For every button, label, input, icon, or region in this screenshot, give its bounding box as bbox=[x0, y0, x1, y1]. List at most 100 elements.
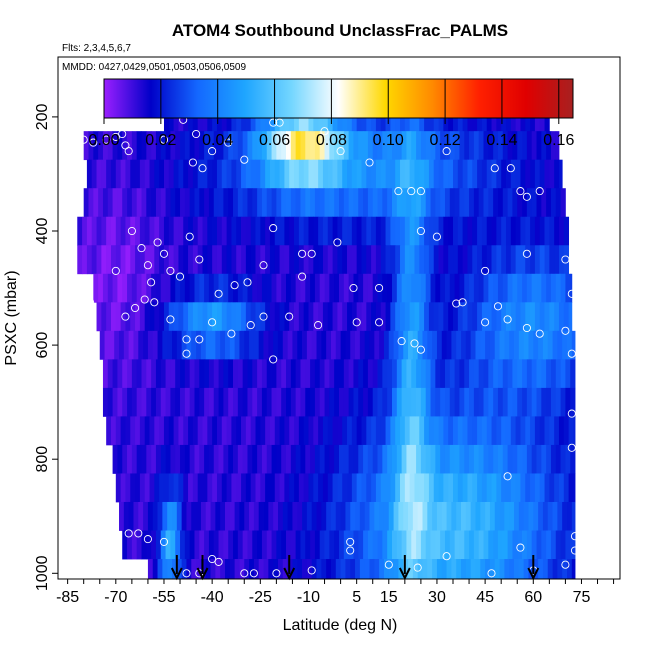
heatmap-cell bbox=[510, 473, 517, 503]
heatmap-cell bbox=[297, 559, 303, 579]
heatmap-cell bbox=[286, 131, 292, 161]
heatmap-cell bbox=[420, 387, 427, 417]
heatmap-cell bbox=[538, 501, 544, 531]
heatmap-cell bbox=[375, 416, 382, 446]
heatmap-cell bbox=[141, 359, 147, 389]
heatmap-cell bbox=[507, 273, 513, 303]
heatmap-cell bbox=[289, 159, 295, 189]
heatmap-cell bbox=[422, 330, 428, 360]
heatmap-cell bbox=[318, 216, 324, 246]
heatmap-cell bbox=[380, 159, 386, 189]
heatmap-cell bbox=[303, 216, 309, 246]
heatmap-cell bbox=[416, 530, 422, 560]
heatmap-cell bbox=[191, 501, 197, 531]
heatmap-cell bbox=[345, 559, 351, 579]
heatmap-cell bbox=[531, 273, 537, 303]
heatmap-cell bbox=[144, 302, 150, 332]
x-axis-label: Latitude (deg N) bbox=[283, 617, 398, 634]
heatmap-cell bbox=[440, 444, 446, 474]
heatmap-cell bbox=[160, 530, 166, 560]
heatmap-cell bbox=[367, 131, 374, 161]
sample-point bbox=[298, 249, 307, 258]
heatmap-cell bbox=[567, 559, 573, 579]
heatmap-cell bbox=[339, 444, 345, 474]
heatmap-cell bbox=[308, 302, 314, 332]
heatmap-cell bbox=[507, 131, 513, 161]
heatmap-cell bbox=[122, 273, 128, 303]
heatmap-cell bbox=[371, 416, 377, 446]
heatmap-cell bbox=[379, 559, 385, 579]
heatmap-cell bbox=[277, 559, 284, 579]
sample-point bbox=[561, 121, 570, 130]
heatmap-cell bbox=[372, 131, 378, 161]
heatmap-cell bbox=[303, 159, 309, 189]
heatmap-cell bbox=[420, 444, 427, 474]
heatmap-cell bbox=[395, 473, 401, 503]
heatmap-cell bbox=[286, 359, 292, 389]
heatmap-cell bbox=[180, 273, 186, 303]
heatmap-cell bbox=[531, 359, 537, 389]
heatmap-cell bbox=[294, 302, 300, 332]
heatmap-cell bbox=[478, 188, 484, 218]
heatmap-cell bbox=[318, 302, 324, 332]
heatmap-cell bbox=[554, 216, 560, 246]
heatmap-cell bbox=[358, 387, 364, 417]
heatmap-cell bbox=[269, 216, 276, 246]
heatmap-cell bbox=[163, 245, 170, 275]
sample-point bbox=[198, 164, 207, 173]
sample-point bbox=[346, 537, 355, 546]
heatmap-cell bbox=[290, 188, 297, 218]
heatmap-cell bbox=[505, 159, 512, 189]
heatmap-cell bbox=[485, 330, 491, 360]
heatmap-cell bbox=[163, 473, 170, 503]
heatmap-cell bbox=[443, 245, 449, 275]
heatmap-cell bbox=[477, 216, 483, 246]
heatmap-cell bbox=[558, 159, 563, 189]
heatmap-cell bbox=[419, 416, 425, 446]
heatmap-cell bbox=[107, 188, 113, 218]
heatmap-cell bbox=[366, 302, 372, 332]
heatmap-cell bbox=[279, 473, 285, 503]
heatmap-cell bbox=[377, 359, 383, 389]
heatmap-cell bbox=[221, 245, 227, 275]
heatmap-cell bbox=[147, 559, 154, 579]
heatmap-cell bbox=[253, 501, 260, 531]
heatmap-cell bbox=[375, 302, 382, 332]
heatmap-cell bbox=[281, 273, 287, 303]
heatmap-cell bbox=[343, 131, 350, 161]
heatmap-cell bbox=[486, 245, 492, 275]
heatmap-cell bbox=[347, 473, 353, 503]
heatmap-cell bbox=[470, 559, 476, 579]
sample-point bbox=[182, 349, 191, 358]
heatmap-cell bbox=[348, 444, 354, 474]
heatmap-cell bbox=[473, 444, 480, 474]
heatmap-cell bbox=[226, 216, 232, 246]
heatmap-cell bbox=[102, 273, 109, 303]
heatmap-cell bbox=[335, 501, 342, 531]
heatmap-cell bbox=[568, 416, 574, 446]
heatmap-cell bbox=[218, 273, 224, 303]
heatmap-cell bbox=[425, 188, 431, 218]
heatmap-cell bbox=[141, 530, 147, 560]
heatmap-cell bbox=[541, 530, 547, 560]
heatmap-cell bbox=[449, 359, 456, 389]
heatmap-cell bbox=[149, 216, 155, 246]
heatmap-cell bbox=[385, 416, 391, 446]
heatmap-cell bbox=[170, 188, 176, 218]
heatmap-cell bbox=[221, 216, 227, 246]
heatmap-cell bbox=[207, 216, 213, 246]
heatmap-cell bbox=[355, 330, 361, 360]
heatmap-cell bbox=[549, 302, 555, 332]
heatmap-cell bbox=[191, 330, 197, 360]
heatmap-cell bbox=[411, 273, 417, 303]
heatmap-cell bbox=[160, 387, 166, 417]
heatmap-cell bbox=[462, 216, 468, 246]
heatmap-cell bbox=[518, 559, 525, 579]
heatmap-cell bbox=[226, 416, 232, 446]
heatmap-cell bbox=[184, 273, 191, 303]
heatmap-cell bbox=[175, 530, 181, 560]
heatmap-cell bbox=[555, 273, 561, 303]
heatmap-cell bbox=[453, 216, 459, 246]
heatmap-cell bbox=[433, 302, 439, 332]
heatmap-cell bbox=[261, 530, 268, 560]
